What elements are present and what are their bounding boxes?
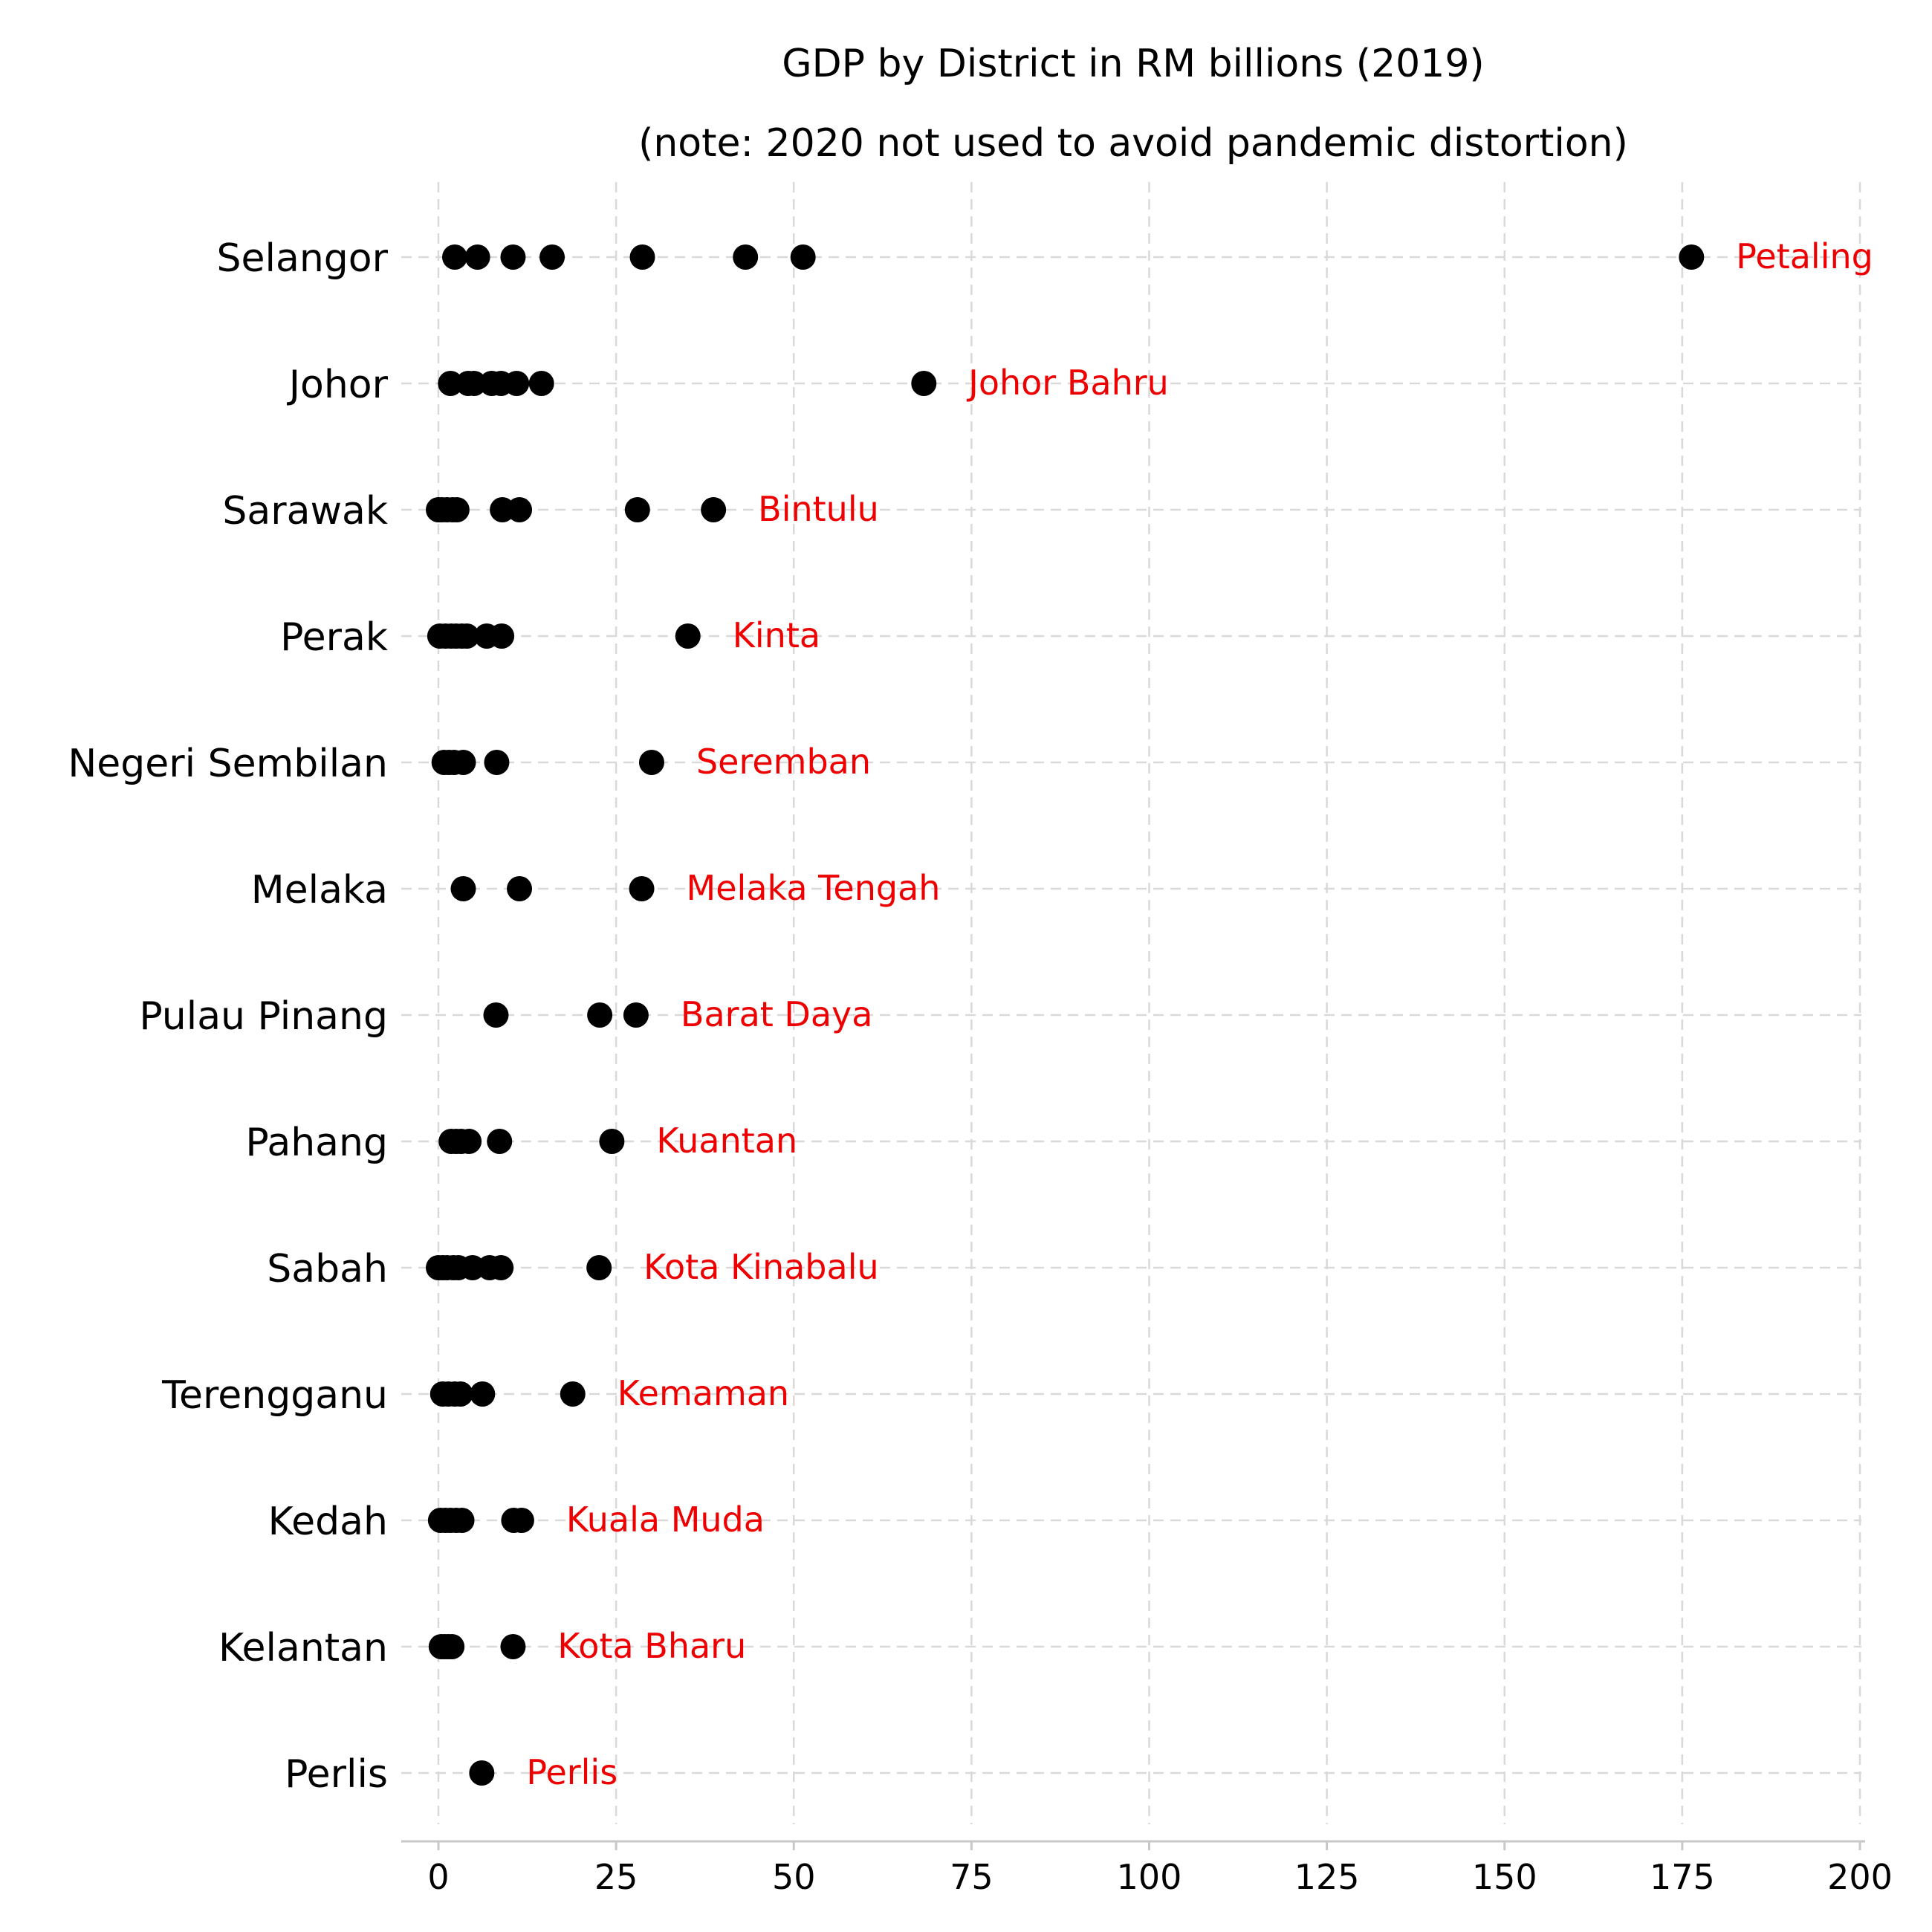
data-point	[675, 623, 701, 649]
data-point	[449, 1508, 475, 1533]
x-tick-label: 50	[772, 1857, 816, 1897]
data-point	[507, 876, 533, 901]
top-district-label: Kota Kinabalu	[644, 1247, 878, 1287]
data-point	[450, 750, 476, 775]
data-point	[500, 244, 526, 270]
data-point	[456, 1129, 482, 1154]
data-point	[489, 623, 515, 649]
data-point	[599, 1129, 625, 1154]
data-point	[487, 1129, 513, 1154]
y-tick-label: Sabah	[267, 1247, 388, 1291]
top-district-label: Perlis	[526, 1752, 617, 1792]
data-point	[1679, 244, 1705, 270]
y-tick-label: Johor	[287, 363, 389, 407]
annotations: Petaling Johor Bahru Bintulu Kinta Seremban M…	[526, 236, 1873, 1792]
x-tick-label: 25	[594, 1857, 638, 1897]
y-tick-label: Perak	[280, 615, 388, 660]
data-point	[450, 876, 476, 901]
data-point	[488, 1255, 514, 1280]
y-tick-label: Pahang	[245, 1121, 388, 1165]
data-point	[586, 1255, 612, 1280]
data-point	[638, 750, 664, 775]
data-point	[441, 244, 467, 270]
y-tick-label: Kelantan	[218, 1626, 388, 1670]
data-point	[461, 371, 487, 396]
top-district-label: Barat Daya	[681, 994, 873, 1034]
x-axis-ticks: 0 25 50 75 100 125 150 175 200	[427, 1841, 1893, 1897]
data-points	[426, 244, 1705, 1786]
data-point	[464, 244, 490, 270]
data-point	[629, 876, 655, 901]
data-point	[508, 1508, 534, 1533]
top-district-label: Melaka Tengah	[687, 868, 941, 908]
top-district-label: Kuantan	[656, 1121, 797, 1161]
data-point	[701, 497, 727, 522]
y-tick-label: Perlis	[285, 1752, 388, 1797]
grid	[401, 182, 1861, 1824]
data-point	[483, 1002, 509, 1028]
top-district-label: Petaling	[1736, 236, 1873, 276]
y-tick-label: Terengganu	[161, 1373, 388, 1418]
data-point	[733, 244, 759, 270]
y-tick-label: Pulau Pinang	[139, 994, 388, 1039]
data-point	[507, 497, 533, 522]
data-point	[560, 1381, 586, 1407]
y-tick-label: Negeri Sembilan	[68, 742, 388, 786]
data-point	[623, 1002, 649, 1028]
y-tick-label: Selangor	[217, 236, 389, 281]
x-tick-label: 0	[427, 1857, 449, 1897]
y-axis-labels: Selangor Johor Sarawak Perak Negeri Sembilan…	[68, 236, 388, 1797]
data-point	[500, 1634, 526, 1659]
x-tick-label: 200	[1827, 1857, 1893, 1897]
data-point	[447, 1381, 473, 1407]
data-point	[911, 371, 937, 396]
data-point	[624, 497, 650, 522]
data-point	[629, 244, 655, 270]
top-district-label: Seremban	[696, 742, 871, 782]
x-tick-label: 150	[1472, 1857, 1537, 1897]
data-point	[790, 244, 816, 270]
y-tick-label: Kedah	[268, 1500, 388, 1544]
x-tick-label: 125	[1294, 1857, 1360, 1897]
chart-title: GDP by District in RM billions (2019)	[782, 42, 1484, 86]
chart-subtitle: (note: 2020 not used to avoid pandemic d…	[638, 121, 1628, 166]
data-point	[444, 497, 470, 522]
data-point	[504, 371, 530, 396]
x-tick-label: 75	[950, 1857, 993, 1897]
data-point	[539, 244, 565, 270]
top-district-label: Kuala Muda	[566, 1500, 765, 1540]
top-district-label: Kota Bharu	[557, 1626, 746, 1666]
top-district-label: Kinta	[733, 615, 820, 655]
data-point	[484, 750, 510, 775]
data-point	[587, 1002, 613, 1028]
y-tick-label: Melaka	[251, 868, 388, 912]
data-point	[438, 371, 464, 396]
data-point	[454, 623, 480, 649]
y-tick-label: Sarawak	[222, 489, 388, 534]
x-tick-label: 175	[1650, 1857, 1715, 1897]
data-point	[528, 371, 554, 396]
data-point	[469, 1760, 495, 1786]
x-tick-label: 100	[1117, 1857, 1182, 1897]
top-district-label: Johor Bahru	[966, 363, 1169, 403]
data-point	[439, 1634, 465, 1659]
data-point	[470, 1381, 496, 1407]
top-district-label: Kemaman	[617, 1373, 789, 1413]
top-district-label: Bintulu	[758, 489, 879, 529]
